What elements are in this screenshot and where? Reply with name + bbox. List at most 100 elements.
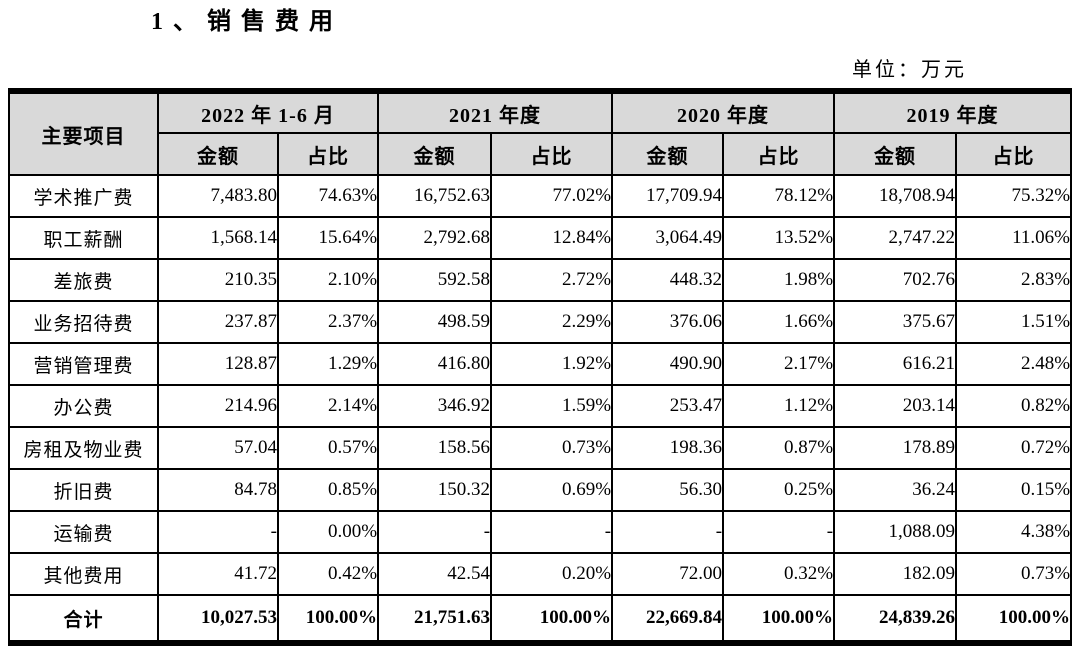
amount-cell: 178.89 xyxy=(833,426,958,470)
ratio-cell: 2.72% xyxy=(490,258,614,302)
table-row: 差旅费 210.35 2.10% 592.58 2.72% 448.32 1.9… xyxy=(8,258,1073,302)
ratio-cell: 0.73% xyxy=(955,552,1073,596)
amount-cell: 24,839.26 xyxy=(833,594,958,644)
item-cell: 办公费 xyxy=(8,384,159,428)
amount-cell: 490.90 xyxy=(611,342,725,386)
amount-cell: 18,708.94 xyxy=(833,174,958,218)
amount-cell: 17,709.94 xyxy=(611,174,725,218)
item-cell: 学术推广费 xyxy=(8,174,159,218)
ratio-cell: 2.17% xyxy=(722,342,836,386)
amount-cell: 128.87 xyxy=(157,342,279,386)
corner-header: 主要项目 xyxy=(8,90,159,176)
ratio-header-2019: 占比 xyxy=(955,132,1073,176)
amount-cell: 72.00 xyxy=(611,552,725,596)
ratio-cell: 0.42% xyxy=(276,552,380,596)
ratio-cell: 0.32% xyxy=(722,552,836,596)
amount-cell: 214.96 xyxy=(157,384,279,428)
amount-cell: 36.24 xyxy=(833,468,958,512)
ratio-cell: 0.00% xyxy=(276,510,380,554)
amount-cell: 253.47 xyxy=(611,384,725,428)
ratio-cell: 15.64% xyxy=(276,216,380,260)
amount-header-2019: 金额 xyxy=(833,132,958,176)
ratio-cell: 100.00% xyxy=(490,594,614,644)
table-row: 业务招待费 237.87 2.37% 498.59 2.29% 376.06 1… xyxy=(8,300,1073,344)
ratio-cell: 1.66% xyxy=(722,300,836,344)
amount-cell: - xyxy=(377,510,493,554)
amount-cell: 41.72 xyxy=(157,552,279,596)
amount-cell: 210.35 xyxy=(157,258,279,302)
amount-cell: 498.59 xyxy=(377,300,493,344)
ratio-cell: 75.32% xyxy=(955,174,1073,218)
table-row: 运输费 - 0.00% - - - - 1,088.09 4.38% xyxy=(8,510,1073,554)
header-row-subcolumns: 金额 占比 金额 占比 金额 占比 金额 占比 xyxy=(9,132,1073,176)
total-row: 合计 10,027.53 100.00% 21,751.63 100.00% 2… xyxy=(8,594,1073,644)
amount-cell: 57.04 xyxy=(157,426,279,470)
amount-cell: 3,064.49 xyxy=(611,216,725,260)
amount-cell: 22,669.84 xyxy=(611,594,725,644)
amount-header-2020: 金额 xyxy=(611,132,725,176)
ratio-header-2021: 占比 xyxy=(490,132,614,176)
item-cell: 营销管理费 xyxy=(8,342,159,386)
amount-cell: 592.58 xyxy=(377,258,493,302)
amount-cell: 1,088.09 xyxy=(833,510,958,554)
period-header-2020: 2020 年度 xyxy=(611,90,836,134)
section-title: 1、销售费用 xyxy=(151,9,343,35)
amount-cell: 376.06 xyxy=(611,300,725,344)
ratio-cell: 2.83% xyxy=(955,258,1073,302)
ratio-cell: - xyxy=(490,510,614,554)
ratio-cell: 13.52% xyxy=(722,216,836,260)
ratio-cell: 1.51% xyxy=(955,300,1073,344)
amount-cell: - xyxy=(611,510,725,554)
amount-cell: 616.21 xyxy=(833,342,958,386)
table-row: 办公费 214.96 2.14% 346.92 1.59% 253.47 1.1… xyxy=(8,384,1073,428)
period-header-2019: 2019 年度 xyxy=(833,90,1073,134)
sales-expenses-table: 主要项目 2022 年 1-6 月 2021 年度 2020 年度 2019 年… xyxy=(8,88,1073,646)
item-cell: 合计 xyxy=(8,594,159,644)
header-row-periods: 主要项目 2022 年 1-6 月 2021 年度 2020 年度 2019 年… xyxy=(8,90,1073,176)
amount-cell: 2,792.68 xyxy=(377,216,493,260)
ratio-cell: 12.84% xyxy=(490,216,614,260)
amount-cell: 237.87 xyxy=(157,300,279,344)
ratio-cell: 0.82% xyxy=(955,384,1073,428)
amount-header-2022: 金额 xyxy=(157,132,279,176)
ratio-cell: 0.25% xyxy=(722,468,836,512)
ratio-cell: 0.15% xyxy=(955,468,1073,512)
ratio-cell: 1.12% xyxy=(722,384,836,428)
ratio-cell: 0.72% xyxy=(955,426,1073,470)
ratio-cell: 0.87% xyxy=(722,426,836,470)
ratio-cell: 0.57% xyxy=(276,426,380,470)
amount-cell: 7,483.80 xyxy=(157,174,279,218)
amount-cell: - xyxy=(157,510,279,554)
table-row: 房租及物业费 57.04 0.57% 158.56 0.73% 198.36 0… xyxy=(8,426,1073,470)
ratio-cell: 2.48% xyxy=(955,342,1073,386)
amount-cell: 182.09 xyxy=(833,552,958,596)
table-row: 其他费用 41.72 0.42% 42.54 0.20% 72.00 0.32%… xyxy=(8,552,1073,596)
amount-cell: 416.80 xyxy=(377,342,493,386)
table-row: 折旧费 84.78 0.85% 150.32 0.69% 56.30 0.25%… xyxy=(8,468,1073,512)
amount-cell: 56.30 xyxy=(611,468,725,512)
ratio-cell: 0.85% xyxy=(276,468,380,512)
amount-cell: 1,568.14 xyxy=(157,216,279,260)
item-cell: 折旧费 xyxy=(8,468,159,512)
item-cell: 运输费 xyxy=(8,510,159,554)
amount-cell: 346.92 xyxy=(377,384,493,428)
item-cell: 职工薪酬 xyxy=(8,216,159,260)
item-cell: 业务招待费 xyxy=(8,300,159,344)
ratio-cell: 4.38% xyxy=(955,510,1073,554)
ratio-cell: 2.10% xyxy=(276,258,380,302)
amount-cell: 198.36 xyxy=(611,426,725,470)
ratio-cell: 11.06% xyxy=(955,216,1073,260)
amount-cell: 203.14 xyxy=(833,384,958,428)
amount-cell: 16,752.63 xyxy=(377,174,493,218)
ratio-cell: 0.73% xyxy=(490,426,614,470)
ratio-cell: 2.37% xyxy=(276,300,380,344)
item-cell: 其他费用 xyxy=(8,552,159,596)
table-row: 营销管理费 128.87 1.29% 416.80 1.92% 490.90 2… xyxy=(8,342,1073,386)
ratio-cell: 0.69% xyxy=(490,468,614,512)
ratio-cell: 1.59% xyxy=(490,384,614,428)
amount-cell: 375.67 xyxy=(833,300,958,344)
ratio-cell: 74.63% xyxy=(276,174,380,218)
ratio-cell: 2.29% xyxy=(490,300,614,344)
period-header-2021: 2021 年度 xyxy=(377,90,614,134)
